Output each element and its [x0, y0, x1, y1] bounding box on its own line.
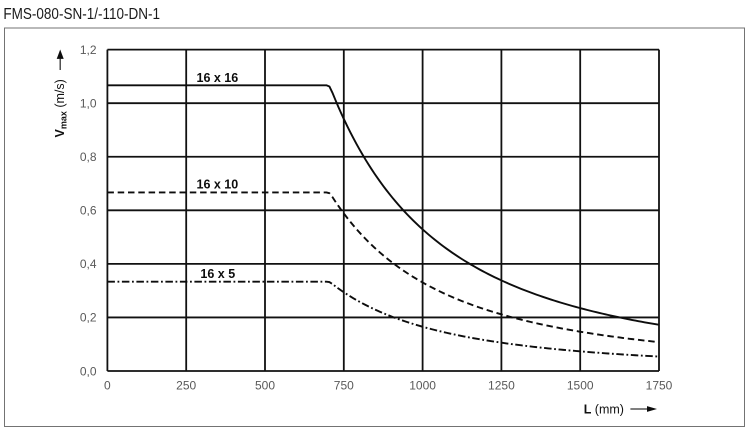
svg-text:16 x 10: 16 x 10: [197, 178, 239, 192]
svg-text:1500: 1500: [567, 379, 594, 393]
svg-text:FMS-080-SN-1/-110-DN-1: FMS-080-SN-1/-110-DN-1: [3, 6, 160, 23]
svg-text:500: 500: [255, 379, 275, 393]
svg-text:1,0: 1,0: [80, 97, 97, 111]
svg-text:750: 750: [334, 379, 354, 393]
svg-text:0,4: 0,4: [80, 257, 97, 271]
svg-text:250: 250: [176, 379, 196, 393]
svg-text:1,2: 1,2: [80, 43, 97, 57]
svg-text:0,2: 0,2: [80, 311, 97, 325]
svg-text:0,6: 0,6: [80, 204, 97, 218]
svg-text:0: 0: [104, 379, 111, 393]
svg-text:16 x 16: 16 x 16: [197, 71, 239, 85]
svg-text:16 x 5: 16 x 5: [200, 267, 235, 281]
svg-text:0,0: 0,0: [80, 364, 97, 378]
svg-text:L (mm): L (mm): [584, 402, 624, 416]
svg-text:1000: 1000: [409, 379, 436, 393]
svg-text:0,8: 0,8: [80, 150, 97, 164]
svg-text:1250: 1250: [488, 379, 515, 393]
svg-text:1750: 1750: [646, 379, 673, 393]
